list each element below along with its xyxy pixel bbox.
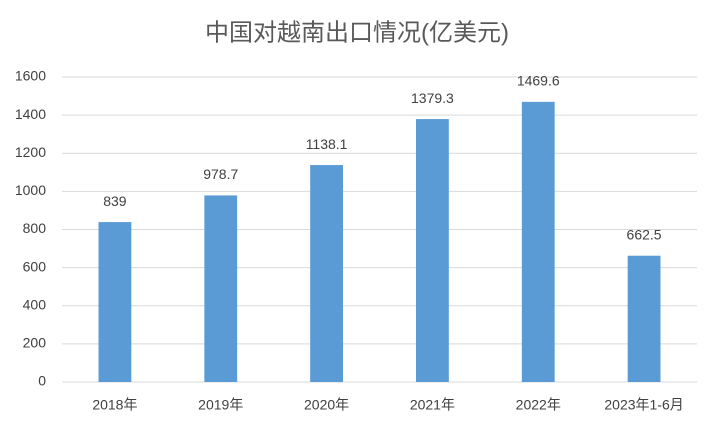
y-tick-label: 1400 [15,106,46,122]
bar [98,222,132,382]
data-label: 1138.1 [306,136,348,152]
chart-title: 中国对越南出口情况(亿美元) [205,19,509,46]
x-tick-label: 2019年 [198,397,243,413]
data-label: 839 [103,193,127,209]
y-tick-label: 1000 [15,182,46,198]
bar [204,195,238,382]
bar [416,119,449,383]
y-tick-label: 800 [23,220,47,236]
bar [310,165,343,382]
x-tick-label: 2021年 [410,397,455,413]
data-label: 1379.3 [411,90,454,106]
y-tick-label: 400 [23,296,47,312]
data-label: 1469.6 [517,73,560,89]
data-label: 978.7 [203,166,238,182]
y-tick-label: 1600 [15,68,46,84]
bar [521,101,555,383]
y-tick-label: 1200 [15,144,46,160]
y-tick-label: 0 [38,373,46,389]
y-tick-label: 200 [23,335,47,351]
bar [627,255,661,382]
x-tick-label: 2020年 [304,397,349,413]
data-label: 662.5 [627,226,662,242]
x-tick-label: 2023年1-6月 [604,397,683,413]
y-tick-label: 600 [23,258,47,274]
x-tick-label: 2022年 [516,397,561,413]
x-tick-label: 2018年 [92,397,137,413]
